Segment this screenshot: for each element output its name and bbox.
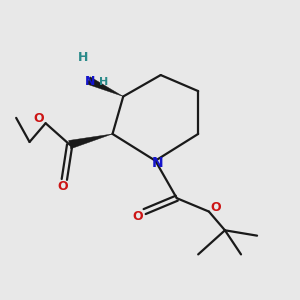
- Text: N: N: [85, 75, 95, 88]
- Polygon shape: [87, 77, 123, 97]
- Polygon shape: [69, 134, 112, 149]
- Text: O: O: [34, 112, 44, 125]
- Text: H: H: [99, 77, 108, 87]
- Text: O: O: [210, 201, 221, 214]
- Text: N: N: [152, 156, 163, 170]
- Text: O: O: [58, 180, 68, 193]
- Text: H: H: [78, 51, 88, 64]
- Text: O: O: [133, 210, 143, 224]
